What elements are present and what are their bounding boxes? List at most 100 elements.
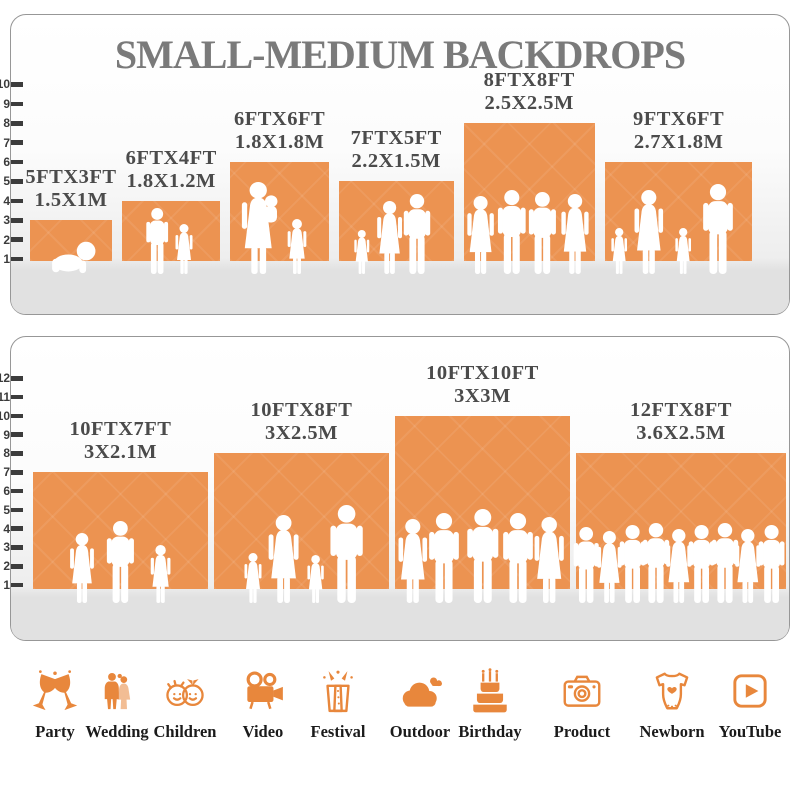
backdrop-bar-10ftx7ft <box>33 472 208 589</box>
outdoor-icon <box>372 656 468 714</box>
person-silhouette-female <box>632 190 666 274</box>
axis-tick <box>11 545 23 550</box>
person-silhouette-female <box>375 201 404 274</box>
person-silhouette-male <box>495 190 529 274</box>
size-meters-label: 1.8X1.2M <box>126 169 216 192</box>
backdrop-size-label: 12FTX8FT 3.6X2.5M <box>536 399 800 445</box>
axis-tick-label: 10 <box>0 408 10 423</box>
size-feet-label: 7FTX5FT <box>350 127 442 150</box>
person-silhouette-female <box>396 519 430 603</box>
axis-tick-label: 11 <box>0 390 10 404</box>
size-meters-label: 3X3M <box>454 384 511 407</box>
axis-tick <box>11 582 23 588</box>
category-youtube: YouTube <box>702 656 798 742</box>
axis-tick-label: 5 <box>3 502 10 517</box>
size-meters-label: 1.8X1.8M <box>234 131 325 153</box>
size-meters-label: 3.6X2.5M <box>636 422 726 445</box>
axis-tick <box>11 488 23 494</box>
person-silhouette-male <box>526 192 559 274</box>
category-label: Wedding <box>85 722 149 741</box>
person-silhouette-male <box>700 184 736 274</box>
axis-tick-label: 12 <box>0 371 10 386</box>
festival-icon <box>290 656 386 714</box>
axis-tick <box>11 179 23 184</box>
birthday-icon <box>442 656 538 714</box>
person-silhouette-baby <box>47 240 98 274</box>
person-silhouette-female <box>532 517 566 603</box>
youtube-icon <box>702 656 798 714</box>
category-bar: Party Wedding Children Video Festival Outdoor… <box>0 656 800 776</box>
person-silhouette-female <box>266 515 301 603</box>
children-icon <box>137 656 233 714</box>
backdrop-size-label: 6FTX6FT 1.8X1.8M <box>190 108 368 154</box>
axis-tick <box>11 140 23 145</box>
axis-tick <box>11 376 23 381</box>
person-silhouette-male <box>327 505 366 603</box>
backdrop-size-label: 7FTX5FT 2.2X1.5M <box>299 127 494 173</box>
newborn-icon <box>624 656 720 714</box>
axis-tick-label: 9 <box>3 96 10 111</box>
person-silhouette-male <box>401 194 433 274</box>
person-silhouette-female <box>559 194 591 274</box>
party-icon <box>7 656 103 714</box>
category-party: Party <box>7 656 103 742</box>
size-feet-label: 8FTX8FT <box>483 69 575 92</box>
axis-tick <box>11 394 23 400</box>
category-label: Product <box>553 722 611 741</box>
person-silhouette-male <box>464 509 502 603</box>
axis-tick <box>11 432 23 437</box>
person-silhouette-female <box>674 228 692 274</box>
backdrop-size-label: 10FTX10FT 3X3M <box>355 362 610 408</box>
person-silhouette-female <box>353 230 371 274</box>
axis-tick-label: 1 <box>3 578 10 592</box>
size-feet-label: 9FTX6FT <box>632 108 725 130</box>
axis-tick <box>11 198 23 204</box>
person-silhouette-male <box>756 525 787 603</box>
person-silhouette-male <box>104 521 137 603</box>
backdrop-size-label: 10FTX8FT 3X2.5M <box>174 399 429 445</box>
axis-tick <box>11 82 23 87</box>
person-silhouette-female <box>174 224 194 274</box>
axis-tick <box>11 121 23 126</box>
category-label: YouTube <box>718 722 782 741</box>
category-label: Birthday <box>458 722 522 741</box>
backdrop-size-label: 6FTX4FT 1.8X1.2M <box>82 147 260 193</box>
size-feet-label: 10FTX7FT <box>69 418 172 441</box>
category-outdoor: Outdoor <box>372 656 468 742</box>
backdrop-bar-6ftx4ft <box>122 200 221 261</box>
axis-tick <box>11 564 23 569</box>
axis-tick <box>11 507 23 513</box>
category-video: Video <box>215 656 311 742</box>
size-feet-label: 12FTX8FT <box>630 399 732 422</box>
axis-tick-label: 7 <box>3 135 10 150</box>
axis-tick-label: 1 <box>3 252 10 266</box>
person-silhouette-womanbaby <box>239 182 281 274</box>
backdrop-size-label: 10FTX7FT 3X2.1M <box>0 418 248 464</box>
backdrop-size-label: 8FTX8FT 2.5X2.5M <box>424 69 635 115</box>
person-silhouette-female <box>465 196 496 274</box>
category-label: Video <box>242 722 284 741</box>
size-feet-label: 10FTX10FT <box>426 361 539 384</box>
category-label: Party <box>35 722 75 741</box>
backdrop-bar-10ftx8ft <box>214 453 389 589</box>
axis-tick-label: 8 <box>3 446 10 461</box>
category-label: Newborn <box>639 722 705 741</box>
size-meters-label: 3X2.1M <box>83 441 158 464</box>
person-silhouette-male <box>426 513 462 603</box>
axis-tick-label: 2 <box>3 232 10 247</box>
axis-tick-label: 8 <box>3 116 10 131</box>
category-festival: Festival <box>290 656 386 742</box>
size-meters-label: 2.7X1.8M <box>633 131 724 153</box>
backdrop-size-label: 9FTX6FT 2.7X1.8M <box>565 108 793 154</box>
backdrop-bar-5ftx3ft <box>30 220 112 261</box>
axis-tick-label: 9 <box>3 427 10 442</box>
axis-tick <box>11 159 23 165</box>
category-label: Children <box>153 722 217 741</box>
size-feet-label: 6FTX6FT <box>233 108 326 130</box>
axis-tick-label: 2 <box>3 559 10 574</box>
axis-tick-label: 5 <box>3 174 10 189</box>
category-birthday: Birthday <box>442 656 538 742</box>
axis-tick-label: 4 <box>3 193 10 208</box>
axis-tick-label: 4 <box>3 521 10 536</box>
person-silhouette-female <box>306 555 325 603</box>
